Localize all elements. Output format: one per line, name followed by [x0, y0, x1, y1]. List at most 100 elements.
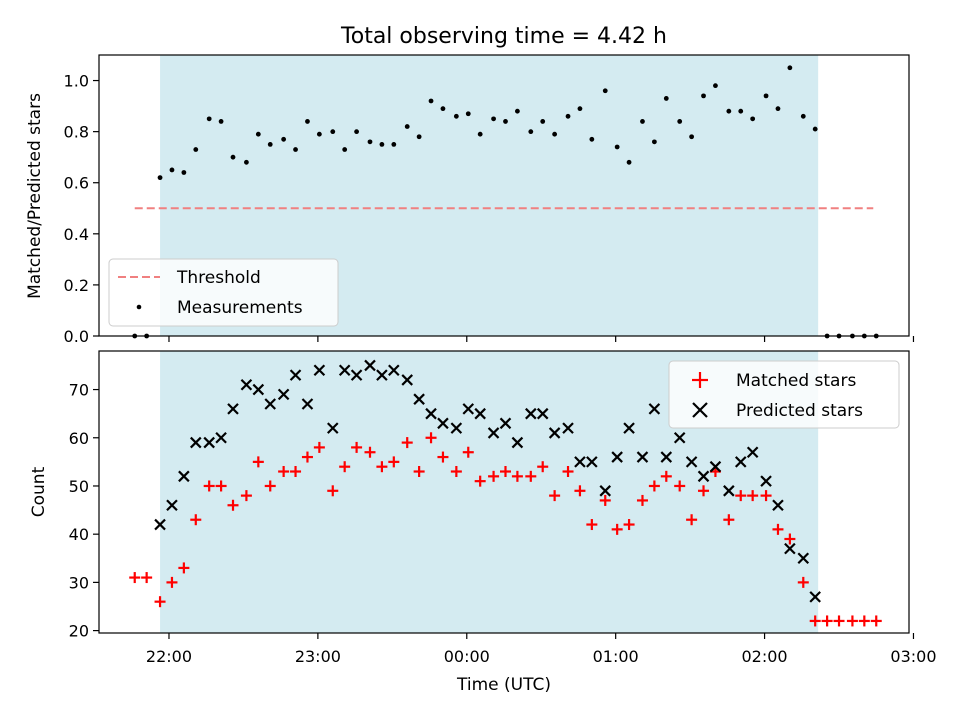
- measurement-point: [626, 159, 632, 165]
- measurement-point: [391, 142, 397, 147]
- predicted-star-point: [611, 451, 623, 463]
- y-tick-label: 1.0: [64, 72, 89, 91]
- predicted-star-point: [364, 359, 376, 372]
- matched-star-point: [599, 494, 611, 506]
- legend-predicted-swatch: [692, 402, 708, 418]
- matched-star-point: [623, 519, 635, 531]
- measurement-point: [565, 113, 571, 119]
- matched-star-point: [574, 485, 586, 497]
- measurement-point: [305, 119, 310, 124]
- predicted-star-point: [685, 456, 698, 468]
- matched-star-point: [252, 456, 264, 468]
- predicted-star-point: [338, 364, 351, 377]
- predicted-star-point: [277, 388, 290, 401]
- measurement-point: [775, 106, 781, 112]
- y-tick-label: 70: [69, 381, 89, 400]
- matched-star-point: [735, 490, 747, 502]
- matched-star-point: [141, 572, 153, 584]
- measurement-point: [416, 134, 422, 140]
- ratio-legend: Threshold Measurements: [108, 258, 339, 327]
- measurement-point: [181, 170, 187, 175]
- matched-star-point: [760, 490, 772, 502]
- matched-star-point: [809, 615, 821, 627]
- x-tick-label: 02:00: [742, 647, 788, 666]
- matched-star-point: [425, 432, 437, 444]
- matched-star-point: [821, 615, 833, 627]
- predicted-star-point: [178, 470, 190, 483]
- measurement-point: [440, 106, 446, 112]
- matched-star-point: [723, 514, 735, 526]
- matched-stars-points: [129, 432, 882, 627]
- measurement-point: [800, 113, 806, 119]
- matched-star-point: [364, 446, 376, 458]
- predicted-star-point: [784, 542, 796, 555]
- x-tick-label: 23:00: [295, 647, 341, 666]
- predicted-star-point: [388, 364, 400, 377]
- matched-star-point: [462, 446, 474, 458]
- predicted-star-point: [734, 456, 747, 468]
- matched-star-point: [833, 615, 845, 627]
- matched-star-point: [413, 466, 425, 478]
- predicted-star-point: [599, 485, 612, 497]
- measurement-point: [640, 119, 645, 124]
- measurement-point: [342, 147, 348, 152]
- y-tick-label: 0.4: [64, 225, 89, 244]
- predicted-star-point: [313, 364, 326, 377]
- x-tick-label: 01:00: [593, 647, 639, 666]
- y-tick-label: 0.8: [64, 123, 89, 142]
- measurement-point: [701, 93, 706, 99]
- predicted-star-point: [462, 403, 475, 415]
- predicted-star-point: [746, 446, 759, 459]
- matched-star-point: [562, 466, 574, 478]
- matched-star-point: [240, 490, 252, 502]
- legend-matched-label: Matched stars: [736, 371, 856, 391]
- measurement-point: [491, 116, 496, 122]
- predicted-star-point: [797, 552, 810, 565]
- y-tick-label: 0.0: [64, 327, 89, 346]
- measurement-point: [589, 136, 595, 142]
- predicted-star-point: [648, 403, 661, 415]
- matched-star-point: [636, 494, 648, 506]
- measurement-point: [230, 154, 236, 160]
- predicted-star-point: [697, 470, 710, 483]
- measurement-point: [651, 139, 657, 145]
- ratio-axes-frame: [98, 54, 910, 337]
- matched-star-point: [450, 466, 462, 478]
- measurement-point: [528, 129, 534, 135]
- matched-star-point: [437, 451, 449, 463]
- measurement-point: [206, 116, 212, 122]
- measurement-point: [255, 131, 261, 137]
- predicted-star-point: [376, 369, 388, 381]
- matched-star-point: [166, 576, 178, 588]
- measurement-point: [689, 134, 695, 140]
- predicted-star-point: [264, 398, 277, 410]
- measurement-point: [316, 131, 322, 137]
- matched-star-point: [611, 523, 623, 535]
- matched-star-point: [401, 437, 413, 449]
- y-tick-label: 0.2: [64, 276, 89, 295]
- measurement-point: [515, 108, 520, 114]
- measurement-point: [750, 116, 756, 122]
- predicted-star-point: [215, 431, 227, 444]
- matched-star-point: [846, 615, 858, 627]
- measurement-point: [577, 106, 583, 112]
- matched-star-point: [474, 475, 486, 487]
- matched-star-point: [301, 451, 313, 463]
- predicted-star-point: [474, 407, 486, 420]
- measurement-point: [663, 96, 669, 101]
- ratio-y-label: Matched/Predicted stars: [25, 93, 45, 299]
- measurement-point: [503, 119, 508, 124]
- matched-star-point: [747, 490, 759, 502]
- predicted-star-point: [574, 456, 586, 468]
- count-legend: Matched stars Predicted stars: [668, 360, 900, 429]
- measurement-point: [267, 142, 273, 147]
- predicted-star-point: [709, 460, 722, 473]
- matched-star-point: [648, 480, 660, 492]
- matched-star-point: [278, 466, 290, 478]
- x-tick-label: 22:00: [146, 647, 192, 666]
- measurement-point: [330, 129, 336, 135]
- matched-star-point: [388, 456, 400, 468]
- predicted-star-point: [673, 431, 686, 444]
- measurement-point: [169, 167, 175, 173]
